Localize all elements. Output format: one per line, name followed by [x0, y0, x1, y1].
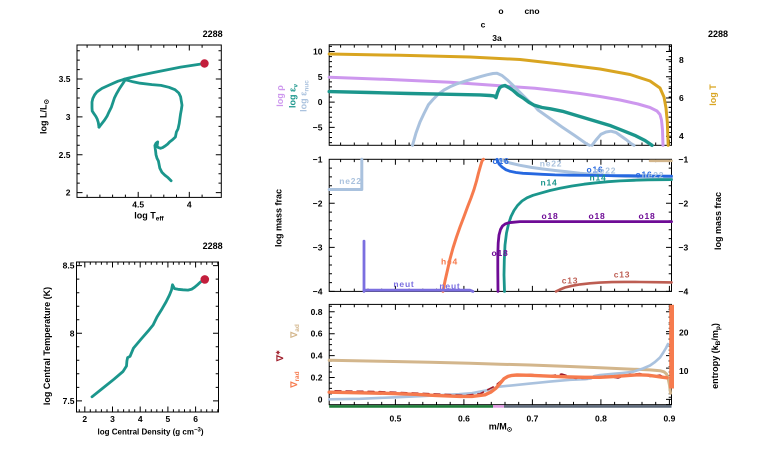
svg-text:4: 4	[679, 131, 684, 141]
svg-text:−2: −2	[679, 198, 689, 208]
svg-text:−5: −5	[313, 122, 323, 132]
svg-text:−4: −4	[679, 286, 689, 296]
svg-text:4: 4	[138, 414, 143, 424]
svg-text:log ρ: log ρ	[275, 85, 285, 107]
svg-text:0.8: 0.8	[595, 414, 607, 424]
svg-text:3: 3	[110, 414, 115, 424]
svg-text:−4: −4	[313, 286, 323, 296]
svg-text:2.5: 2.5	[59, 150, 71, 160]
svg-text:log Central Density (g cm−3): log Central Density (g cm−3)	[98, 428, 204, 437]
svg-text:o16: o16	[492, 156, 509, 166]
svg-text:ne22: ne22	[594, 166, 617, 176]
svg-text:ne22: ne22	[540, 159, 563, 169]
svg-text:o16: o16	[635, 170, 652, 180]
svg-text:∇∗: ∇∗	[275, 349, 285, 362]
svg-text:ne22: ne22	[642, 170, 665, 180]
svg-text:0.7: 0.7	[526, 414, 538, 424]
svg-text:m/M⊙: m/M⊙	[489, 422, 513, 434]
svg-text:8: 8	[679, 55, 684, 65]
svg-text:0: 0	[318, 394, 323, 404]
svg-text:entropy (kB/mp): entropy (kB/mp)	[710, 323, 722, 389]
svg-text:−3: −3	[313, 242, 323, 252]
svg-text:−3: −3	[679, 242, 689, 252]
svg-text:10: 10	[679, 366, 689, 376]
svg-text:0.6: 0.6	[458, 414, 470, 424]
svg-text:3a: 3a	[492, 33, 502, 43]
svg-text:3: 3	[66, 112, 71, 122]
svg-text:5: 5	[166, 414, 171, 424]
svg-text:0.9: 0.9	[663, 414, 675, 424]
svg-text:0: 0	[318, 97, 323, 107]
svg-text:0.5: 0.5	[389, 414, 401, 424]
svg-text:o18: o18	[491, 248, 508, 258]
svg-text:he4: he4	[441, 257, 458, 267]
svg-text:−1: −1	[313, 154, 323, 164]
svg-text:0.2: 0.2	[311, 373, 323, 383]
svg-text:log Central Temperature (K): log Central Temperature (K)	[42, 287, 52, 405]
svg-text:0.6: 0.6	[311, 329, 323, 339]
svg-text:2: 2	[66, 188, 71, 198]
svg-text:8.5: 8.5	[63, 260, 75, 270]
svg-text:c13: c13	[562, 276, 579, 286]
svg-text:log mass frac: log mass frac	[713, 192, 723, 250]
svg-text:o18: o18	[588, 211, 605, 221]
svg-text:o16: o16	[586, 165, 603, 175]
svg-text:0.4: 0.4	[311, 351, 323, 361]
svg-text:8: 8	[70, 328, 75, 338]
svg-text:log L/L⊙: log L/L⊙	[39, 98, 51, 134]
svg-text:6: 6	[679, 93, 684, 103]
svg-text:o18: o18	[541, 211, 558, 221]
svg-text:cno: cno	[524, 6, 539, 16]
svg-text:4.5: 4.5	[132, 200, 144, 210]
svg-text:c13: c13	[614, 270, 631, 280]
svg-text:neut: neut	[393, 279, 414, 289]
svg-text:3.5: 3.5	[59, 74, 71, 84]
svg-text:2288: 2288	[203, 241, 223, 251]
svg-text:n14: n14	[540, 178, 557, 188]
svg-text:c: c	[481, 19, 486, 29]
svg-text:20: 20	[679, 328, 689, 338]
svg-text:7.5: 7.5	[63, 396, 75, 406]
svg-text:log T: log T	[708, 84, 718, 106]
svg-text:6: 6	[193, 414, 198, 424]
svg-text:−1: −1	[679, 154, 689, 164]
svg-text:log mass frac: log mass frac	[274, 189, 284, 247]
svg-text:0.8: 0.8	[311, 307, 323, 317]
svg-text:10: 10	[313, 47, 323, 57]
svg-text:2288: 2288	[708, 29, 728, 39]
svg-text:2: 2	[82, 414, 87, 424]
svg-text:o: o	[498, 6, 503, 16]
svg-text:5: 5	[318, 72, 323, 82]
svg-text:n14: n14	[589, 173, 606, 183]
svg-text:log εν: log εν	[288, 84, 300, 108]
svg-text:2288: 2288	[203, 29, 223, 39]
svg-text:−2: −2	[313, 198, 323, 208]
svg-text:o18: o18	[638, 211, 655, 221]
svg-text:4: 4	[187, 200, 192, 210]
svg-text:ne22: ne22	[339, 176, 362, 186]
svg-text:neut: neut	[439, 281, 460, 291]
